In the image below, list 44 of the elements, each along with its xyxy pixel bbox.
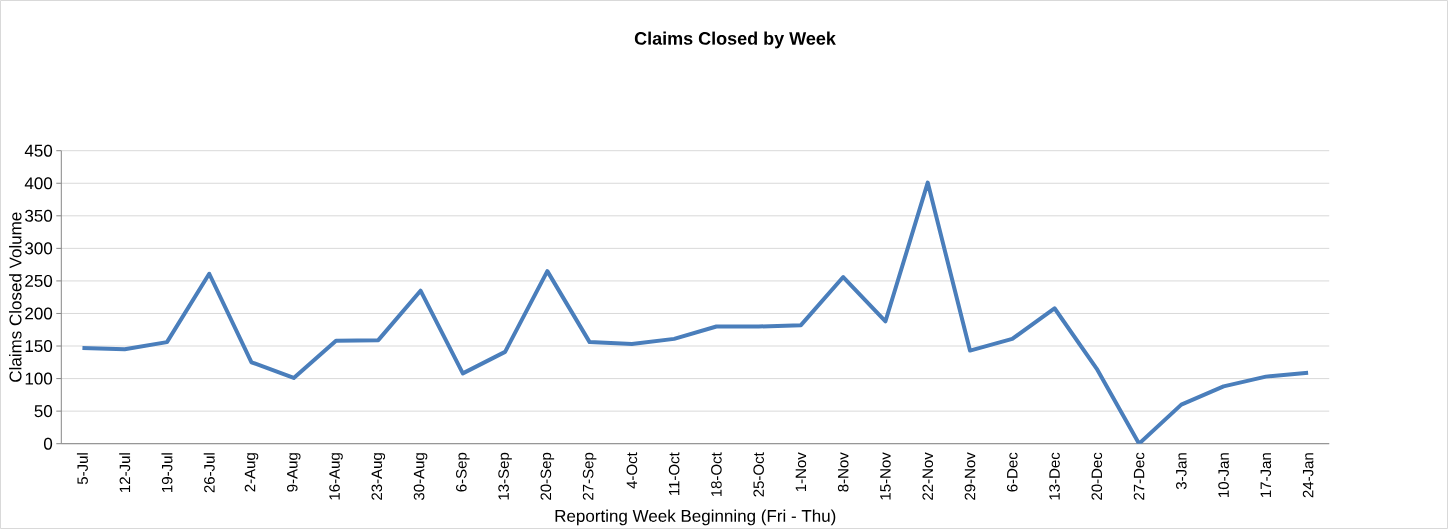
x-tick-label: 5-Jul [76, 453, 88, 485]
x-tick-label: 19-Jul [161, 453, 173, 492]
y-axis-title: Claims Closed Volume [9, 212, 22, 382]
y-tick-label: 0 [43, 437, 53, 450]
x-tick-label: 12-Jul [119, 453, 131, 492]
x-tick-label: 29-Nov [964, 452, 976, 500]
y-tick-label: 300 [25, 242, 53, 255]
x-axis-title: Reporting Week Beginning (Fri - Thu) [555, 509, 836, 526]
x-tick-label: 6-Dec [1006, 452, 1018, 492]
x-tick-label: 27-Dec [1133, 452, 1145, 500]
y-tick-label: 350 [25, 209, 53, 222]
x-tick-label: 8-Nov [837, 452, 849, 492]
x-tick-label: 20-Sep [540, 452, 555, 500]
x-tick-label: 30-Aug [413, 453, 428, 501]
y-tick-label: 200 [25, 307, 53, 320]
x-tick-label: 11-Oct [668, 452, 680, 495]
x-tick-label: 3-Jan [1176, 453, 1187, 490]
line-series [80, 180, 1311, 444]
y-tick-label: 400 [24, 177, 53, 190]
y-tick-label: 150 [25, 340, 53, 353]
x-tick-label: 25-Oct [753, 452, 764, 497]
x-tick-label: 22-Nov [922, 452, 934, 500]
x-tick-label: 13-Sep [498, 452, 512, 500]
x-tick-label: 4-Oct [626, 452, 638, 489]
x-tick-label: 9-Aug [286, 453, 301, 492]
y-tick-label: 450 [24, 144, 53, 157]
x-tick-label: 24-Jan [1302, 453, 1314, 498]
y-tick-label: 250 [25, 274, 53, 287]
x-tick-label: 17-Jan [1260, 453, 1272, 497]
x-tick-label: 10-Jan [1218, 453, 1229, 497]
y-tick-label: 50 [34, 405, 53, 418]
y-tick-label: 100 [25, 372, 53, 385]
x-tick-label: 26-Jul [203, 453, 215, 493]
x-tick-label: 27-Sep [582, 452, 597, 500]
x-tick-label: 6-Sep [456, 452, 470, 492]
x-tick-label: 23-Aug [371, 453, 386, 500]
x-tick-label: 13-Dec [1049, 452, 1060, 500]
x-tick-label: 15-Nov [880, 452, 891, 500]
x-tick-label: 1-Nov [795, 452, 807, 492]
chart-title: Claims Closed by Week [634, 31, 836, 49]
x-tick-label: 18-Oct [711, 452, 722, 497]
x-tick-label: 16-Aug [329, 453, 343, 500]
x-tick-label: 2-Aug [244, 453, 259, 492]
x-tick-label: 20-Dec [1091, 452, 1103, 500]
